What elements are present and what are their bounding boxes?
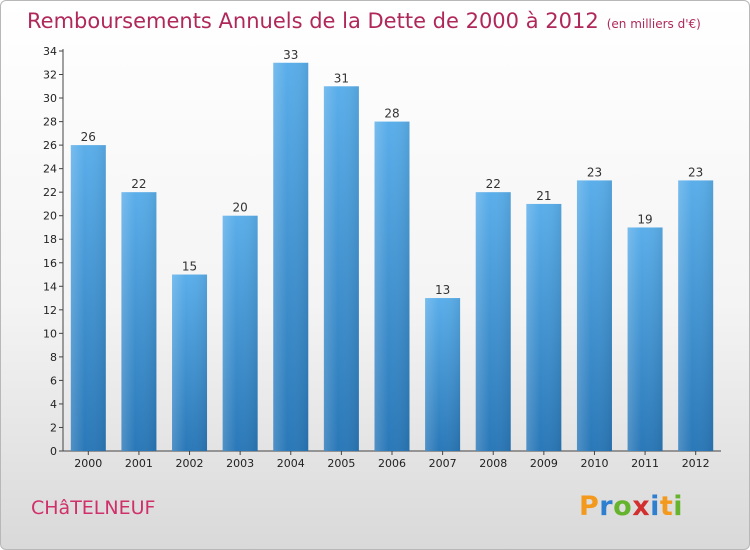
x-tick-label-2004: 2004	[277, 457, 305, 470]
x-tick-label-2009: 2009	[530, 457, 558, 470]
x-tick-label-2005: 2005	[327, 457, 355, 470]
chart-title-block: Remboursements Annuels de la Dette de 20…	[27, 9, 701, 33]
value-label-2011: 19	[637, 212, 652, 226]
x-tick-label-2012: 2012	[682, 457, 710, 470]
y-tick-label: 8	[50, 351, 57, 364]
chart-subtitle: (en milliers d'€)	[606, 17, 701, 31]
y-tick-label: 0	[50, 445, 57, 458]
bar-shine-2003	[222, 215, 258, 451]
value-label-2003: 20	[233, 201, 248, 215]
y-tick-label: 10	[43, 327, 57, 340]
x-tick-label-2007: 2007	[429, 457, 457, 470]
y-tick-label: 12	[43, 304, 57, 317]
value-label-2010: 23	[587, 165, 602, 179]
y-tick-label: 28	[43, 116, 57, 129]
chart-bars	[70, 62, 714, 452]
y-tick-label: 2	[50, 421, 57, 434]
x-tick-label-2000: 2000	[74, 457, 102, 470]
bar-shine-2000	[70, 145, 106, 451]
bar-shine-2004	[273, 62, 309, 451]
bar-shine-2002	[172, 274, 208, 451]
commune-name: CHâTELNEUF	[31, 497, 156, 519]
y-tick-label: 6	[50, 374, 57, 387]
value-label-2000: 26	[81, 130, 96, 144]
y-tick-label: 20	[43, 210, 57, 223]
value-label-2002: 15	[182, 260, 197, 274]
x-tick-label-2001: 2001	[125, 457, 153, 470]
bar-shine-2011	[627, 227, 663, 451]
x-tick-label-2003: 2003	[226, 457, 254, 470]
y-tick-label: 32	[43, 69, 57, 82]
bar-shine-2008	[475, 192, 511, 452]
y-tick-label: 18	[43, 233, 57, 246]
y-tick-label: 26	[43, 139, 57, 152]
y-tick-label: 24	[43, 163, 57, 176]
value-label-2008: 22	[486, 177, 501, 191]
bar-shine-2005	[323, 86, 359, 451]
value-label-2004: 33	[283, 48, 298, 62]
value-label-2012: 23	[688, 165, 703, 179]
x-tick-label-2006: 2006	[378, 457, 406, 470]
value-label-2006: 28	[384, 107, 399, 121]
x-tick-label-2010: 2010	[580, 457, 608, 470]
chart-value-labels: 26 22 15 20 33 31 28 13 22 21 23 19 23	[81, 48, 704, 297]
bar-shine-2006	[374, 121, 410, 452]
y-tick-label: 34	[43, 45, 57, 58]
y-tick-label: 4	[50, 398, 57, 411]
x-tick-label-2011: 2011	[631, 457, 659, 470]
y-tick-label: 30	[43, 92, 57, 105]
bar-shine-2001	[121, 192, 157, 452]
proxiti-logo[interactable]: Proxiti	[579, 491, 684, 522]
y-tick-label: 14	[43, 280, 57, 293]
bar-shine-2009	[526, 203, 562, 451]
y-tick-label: 22	[43, 186, 57, 199]
chart-title: Remboursements Annuels de la Dette de 20…	[27, 9, 599, 33]
y-tick-label: 16	[43, 257, 57, 270]
value-label-2007: 13	[435, 283, 450, 297]
bar-shine-2012	[678, 180, 714, 452]
bar-shine-2010	[576, 180, 612, 452]
value-label-2009: 21	[536, 189, 551, 203]
x-tick-label-2002: 2002	[176, 457, 204, 470]
bar-shine-2007	[425, 298, 461, 451]
x-tick-label-2008: 2008	[479, 457, 507, 470]
value-label-2005: 31	[334, 71, 349, 85]
value-label-2001: 22	[131, 177, 146, 191]
